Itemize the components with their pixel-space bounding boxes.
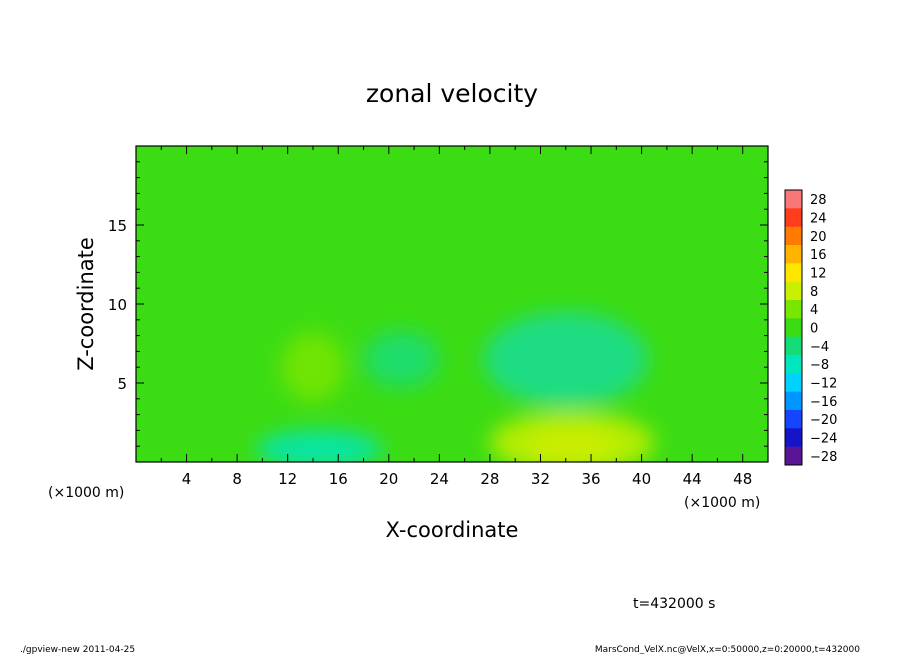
x-tick-label: 48: [733, 470, 752, 488]
field-feature-5: [281, 332, 345, 402]
x-tick-label: 24: [430, 470, 449, 488]
colorbar-label: −24: [810, 432, 837, 447]
colorbar-swatch: [785, 428, 802, 448]
colorbar-labels: 28 24 20 16 12 8 4 0 −4 −8 −12 −16 −20 −24 −28: [810, 193, 837, 465]
colorbar-label: −8: [810, 358, 829, 373]
colorbar-label: −12: [810, 377, 837, 392]
colorbar-swatch: [785, 318, 802, 338]
y-axis-title: Z-coordinate: [74, 237, 98, 371]
x-tick-label: 12: [278, 470, 297, 488]
y-axis-tick-labels: 5 10 15: [108, 217, 127, 393]
colorbar-label: −20: [810, 413, 837, 428]
colorbar-swatch: [785, 263, 802, 283]
colorbar-label: 24: [810, 212, 827, 227]
y-tick-label: 10: [108, 296, 127, 314]
colorbar-label: 8: [810, 285, 818, 300]
x-tick-label: 28: [480, 470, 499, 488]
colorbar-label: 20: [810, 230, 827, 245]
x-tick-label: 4: [182, 470, 192, 488]
x-axis-tick-labels: 4 8 12 16 20 24 28 32 36 40 44 48: [182, 470, 752, 488]
field-feature-4: [363, 330, 440, 388]
x-unit-right-label: (×1000 m): [684, 495, 760, 511]
footer-right: MarsCond_VelX.nc@VelX,x=0:50000,z=0:2000…: [595, 645, 860, 654]
colorbar-swatch: [785, 355, 802, 374]
field-feature-1: [489, 411, 655, 462]
y-tick-label: 5: [117, 375, 127, 393]
footer-left: ./gpview-new 2011-04-25: [20, 645, 135, 654]
colorbar-swatch: [785, 281, 802, 301]
colorbar-label: 16: [810, 248, 827, 263]
x-tick-label: 36: [581, 470, 600, 488]
colorbar-swatch: [785, 391, 802, 411]
colorbar-label: 28: [810, 193, 827, 208]
colorbar-swatch: [785, 208, 802, 228]
y-tick-label: 15: [108, 217, 127, 235]
x-tick-label: 16: [329, 470, 348, 488]
field-feature-3: [483, 311, 648, 407]
colorbar-frame: [784, 189, 803, 466]
x-tick-label: 20: [379, 470, 398, 488]
colorbar-swatch: [785, 373, 802, 393]
chart-title: zonal velocity: [366, 79, 538, 108]
colorbar-swatch: [785, 336, 802, 356]
x-tick-label: 44: [683, 470, 702, 488]
x-axis-title: X-coordinate: [386, 518, 519, 542]
colorbar-label: −16: [810, 395, 837, 410]
field-feature-2: [256, 430, 383, 462]
x-unit-left-label: (×1000 m): [48, 485, 124, 501]
colorbar-swatch: [785, 226, 802, 246]
time-label: t=432000 s: [633, 596, 715, 612]
colorbar-swatch: [785, 410, 802, 429]
colorbar-swatch: [785, 245, 802, 264]
y-axis-ticks: [136, 161, 768, 447]
colorbar-swatch: [785, 300, 802, 319]
colorbar-swatch: [785, 446, 802, 466]
x-tick-label: 40: [632, 470, 651, 488]
plot-background: [136, 146, 768, 462]
x-axis-ticks: [160, 146, 769, 462]
colorbar-label: 12: [810, 267, 827, 282]
colorbar-label: −28: [810, 450, 837, 465]
plot-area: [135, 145, 769, 463]
x-tick-label: 32: [531, 470, 550, 488]
colorbar: [784, 189, 803, 466]
colorbar-label: −4: [810, 340, 829, 355]
colorbar-label: 4: [810, 303, 818, 318]
x-tick-label: 8: [232, 470, 242, 488]
colorbar-swatch: [785, 190, 802, 209]
colorbar-label: 0: [810, 322, 818, 337]
